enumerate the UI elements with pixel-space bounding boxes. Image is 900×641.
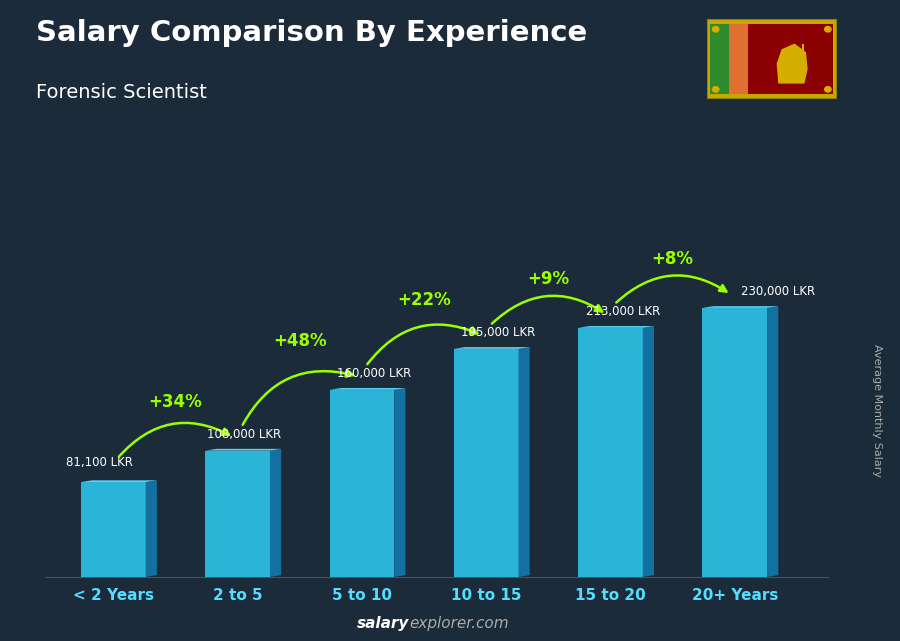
Text: 195,000 LKR: 195,000 LKR [462, 326, 536, 339]
Text: explorer.com: explorer.com [410, 617, 509, 631]
Polygon shape [454, 347, 530, 349]
Polygon shape [643, 326, 654, 577]
Polygon shape [270, 449, 281, 577]
Text: 81,100 LKR: 81,100 LKR [66, 456, 133, 469]
Text: Average Monthly Salary: Average Monthly Salary [872, 344, 883, 477]
Bar [329, 390, 394, 577]
Text: +9%: +9% [527, 270, 570, 288]
Bar [578, 328, 643, 577]
Polygon shape [767, 306, 778, 577]
Bar [729, 24, 748, 94]
Bar [703, 308, 767, 577]
Circle shape [712, 26, 720, 33]
Bar [710, 24, 729, 94]
Bar [802, 44, 805, 67]
Text: Forensic Scientist: Forensic Scientist [36, 83, 207, 103]
Polygon shape [329, 388, 405, 390]
Bar [454, 349, 518, 577]
Bar [81, 482, 146, 577]
Text: +34%: +34% [148, 392, 202, 411]
Bar [205, 451, 270, 577]
Text: 230,000 LKR: 230,000 LKR [741, 285, 815, 298]
Polygon shape [146, 480, 157, 577]
Polygon shape [205, 449, 281, 451]
Polygon shape [81, 480, 157, 482]
Polygon shape [703, 306, 778, 308]
Polygon shape [578, 326, 654, 328]
Text: 160,000 LKR: 160,000 LKR [338, 367, 411, 379]
Text: 108,000 LKR: 108,000 LKR [207, 428, 281, 440]
Text: +48%: +48% [273, 332, 327, 350]
Bar [748, 24, 833, 94]
Text: Salary Comparison By Experience: Salary Comparison By Experience [36, 19, 587, 47]
Text: 213,000 LKR: 213,000 LKR [586, 304, 660, 318]
Polygon shape [394, 388, 405, 577]
Circle shape [712, 86, 720, 93]
Circle shape [824, 86, 832, 93]
Text: +8%: +8% [652, 250, 694, 268]
Circle shape [824, 26, 832, 33]
Polygon shape [518, 347, 530, 577]
Text: salary: salary [357, 617, 410, 631]
Text: +22%: +22% [397, 291, 451, 309]
Bar [710, 24, 833, 94]
Polygon shape [777, 44, 807, 83]
